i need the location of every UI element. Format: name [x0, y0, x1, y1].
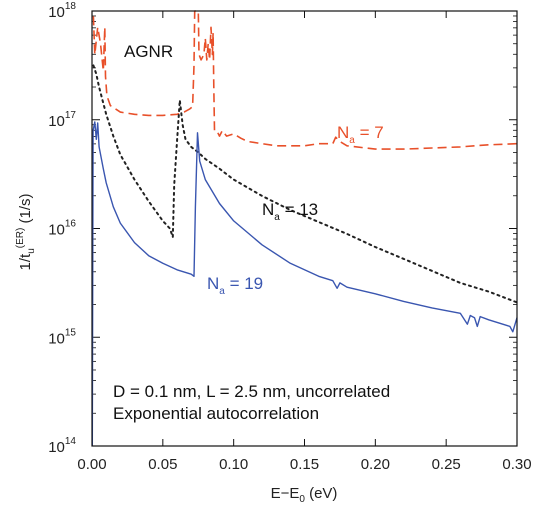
x-tick-label: 0.25 — [432, 456, 461, 473]
y-axis-title: 1/tu(ER) (1/s) — [15, 194, 37, 271]
series-line-na7 — [92, 10, 518, 150]
series-line-na19 — [91, 121, 518, 447]
series-label-na19: Na = 19 — [207, 274, 263, 297]
x-axis-title: E−E0 (eV) — [271, 485, 338, 505]
x-tick-label: 0.20 — [361, 456, 390, 473]
y-tick-label: 1014 — [48, 436, 76, 456]
x-tick-label: 0.10 — [219, 456, 248, 473]
x-tick-label: 0.05 — [148, 456, 177, 473]
y-tick-label: 1016 — [48, 219, 76, 239]
series-line-na13 — [92, 64, 518, 304]
y-tick-label: 1017 — [48, 110, 76, 130]
series-label-na13: Na = 13 — [262, 200, 318, 223]
y-axis-ticks: 1014 1015 1016 1017 1018 — [48, 1, 517, 456]
x-tick-label: 0.15 — [290, 456, 319, 473]
x-tick-label: 0.30 — [502, 456, 531, 473]
y-tick-label: 1018 — [48, 1, 76, 21]
parameters-line-2: Exponential autocorrelation — [113, 404, 319, 423]
plot-series — [91, 10, 518, 447]
series-label-na7: Na = 7 — [337, 123, 384, 146]
y-tick-label: 1015 — [48, 327, 76, 347]
x-tick-label: 0.00 — [77, 456, 106, 473]
plot-frame — [91, 10, 518, 447]
parameters-line-1: D = 0.1 nm, L = 2.5 nm, uncorrelated — [113, 382, 390, 401]
system-label: AGNR — [124, 42, 173, 61]
